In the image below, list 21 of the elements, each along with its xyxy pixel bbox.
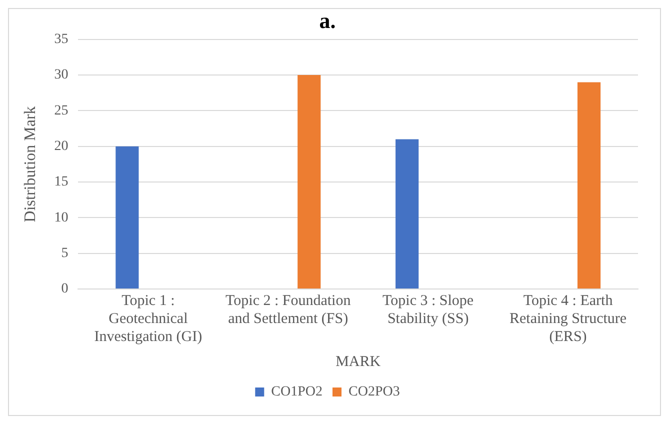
y-tick-label: 20 — [54, 139, 68, 154]
chart-title: a. — [319, 8, 336, 33]
x-tick-label: Topic 3 : Slope Stability (SS) — [382, 292, 474, 327]
y-tick-label: 30 — [54, 68, 68, 83]
y-tick-label: 5 — [61, 246, 68, 262]
bar — [577, 82, 601, 288]
y-tick-label: 35 — [54, 32, 68, 48]
legend-label: CO1PO2 — [271, 384, 323, 400]
bar — [298, 75, 321, 288]
x-tick-label: Topic 1 : Geotechnical Investigation (GI) — [94, 292, 202, 345]
bar — [396, 139, 419, 288]
y-tick-label: 25 — [54, 103, 68, 118]
y-axis-title: Distribution Mark — [22, 106, 39, 222]
y-tick-label: 15 — [54, 174, 68, 190]
x-tick-label: Topic 2 : Foundation and Settlement (FS) — [226, 292, 352, 327]
x-axis-title: MARK — [336, 354, 381, 370]
y-tick-label: 10 — [54, 210, 68, 226]
y-tick-label: 0 — [61, 282, 68, 297]
x-tick-label: Topic 4 : Earth Retaining Structure (ERS) — [509, 292, 627, 345]
bar — [116, 146, 139, 288]
legend-label: CO2PO3 — [348, 384, 400, 400]
